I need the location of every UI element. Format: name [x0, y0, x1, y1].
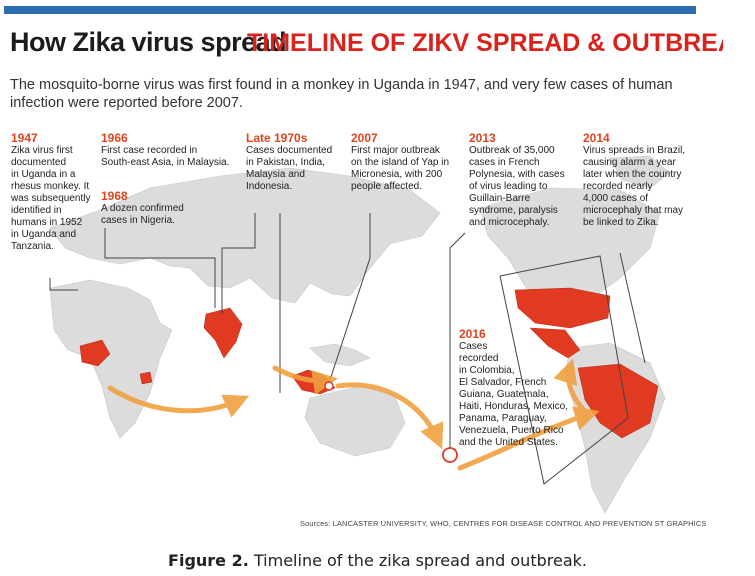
yap-marker	[324, 381, 334, 391]
annotation-2016: 2016 Cases recorded in Colombia, El Salv…	[459, 327, 574, 449]
caption-label: Figure 2.	[168, 551, 249, 570]
arrow-africa-asia	[107, 385, 250, 418]
annotation-line: rhesus monkey. It	[11, 181, 90, 192]
africa-landmass	[49, 279, 173, 439]
arrow-polynesia-brazil	[457, 406, 600, 471]
annotation-line: recorded	[459, 353, 499, 364]
year-label: Late 1970s	[246, 131, 308, 145]
annotation-line: Indonesia.	[246, 181, 293, 192]
annotation-1968: 1968 A dozen confirmed cases in Nigeria.	[101, 189, 211, 227]
annotation-2007: 2007 First major outbreak on the island …	[351, 131, 466, 193]
connector-1947	[49, 278, 78, 291]
annotation-line: Virus spreads in Brazil,	[583, 145, 686, 156]
annotation-line: and the United States.	[459, 437, 558, 448]
annotation-line: First major outbreak	[351, 145, 440, 156]
annotation-2014: 2014 Virus spreads in Brazil, causing al…	[583, 131, 695, 229]
annotation-line: Haiti, Honduras, Mexico,	[459, 401, 568, 412]
annotation-line: Venezuela, Puerto Rico	[459, 425, 564, 436]
annotation-line: of virus leading to	[469, 181, 548, 192]
annotation-line: Zika virus first	[11, 145, 73, 156]
annotation-line: Guiana, Guatemala,	[459, 389, 549, 400]
connector-2007	[327, 213, 371, 387]
annotation-line: Tanzania.	[11, 241, 54, 252]
annotation-line: in Colombia,	[459, 365, 515, 376]
caption-text: Timeline of the zika spread and outbreak…	[248, 551, 587, 570]
annotation-line: Malaysia and	[246, 169, 305, 180]
annotation-line: Panama, Paraguay,	[459, 413, 547, 424]
overlay-title: TIMELINE OF ZIKV SPREAD & OUTBREAI	[247, 29, 723, 57]
year-label: 2014	[583, 131, 610, 145]
year-label: 2016	[459, 327, 486, 341]
annotation-line: Guillain-Barre	[469, 193, 531, 204]
annotation-line: people affected.	[351, 181, 422, 192]
annotation-line: in Uganda in a	[11, 169, 76, 180]
annotation-line: A dozen confirmed	[101, 203, 184, 214]
annotation-line: on the island of Yap in	[351, 157, 450, 168]
annotation-line: in Pakistan, India,	[246, 157, 325, 168]
arrow-yap-polynesia	[335, 382, 444, 450]
annotation-line: later when the country	[583, 169, 682, 180]
annotation-line: 4,000 cases of	[583, 193, 649, 204]
top-accent-bar	[4, 6, 696, 14]
annotation-line: Cases documented	[246, 145, 333, 156]
annotation-line: First case recorded in	[101, 145, 198, 156]
annotation-1947: 1947 Zika virus first documented in Ugan…	[11, 131, 91, 253]
annotation-line: be linked to Zika.	[583, 217, 659, 228]
annotation-line: and microcephaly.	[469, 217, 550, 228]
annotation-2013: 2013 Outbreak of 35,000 cases in French …	[469, 131, 574, 229]
world-map	[49, 155, 671, 514]
connector-late-1970s	[221, 213, 256, 314]
annotation-line: Cases	[459, 341, 488, 352]
uganda-region	[139, 371, 153, 385]
year-label: 2007	[351, 131, 378, 145]
americas-bracket	[499, 255, 629, 485]
greenland-landmass	[609, 155, 671, 189]
infographic-title: How Zika virus spread	[10, 27, 287, 57]
annotation-late-1970s: Late 1970s Cases documented in Pakistan,…	[246, 131, 346, 193]
annotation-line: El Salvador, French	[459, 377, 547, 388]
arrow-asia-pacific	[272, 365, 338, 395]
annotation-line: recorded nearly	[583, 181, 653, 192]
intro-text: The mosquito-borne virus was first found…	[10, 77, 673, 111]
connector-2014	[619, 252, 646, 364]
eurasia-landmass	[49, 167, 441, 304]
figure-caption: Figure 2. Timeline of the zika spread an…	[0, 551, 755, 570]
annotation-line: South-east Asia, in Malaysia.	[101, 157, 230, 168]
annotation-line: microcephaly that may	[583, 205, 684, 216]
connector-2013	[449, 232, 466, 451]
connector-1966	[104, 228, 216, 308]
polynesia-marker	[442, 447, 458, 463]
se-asia-islands	[309, 343, 371, 367]
annotation-line: causing alarm a year	[583, 157, 676, 168]
annotation-line: identified in	[11, 205, 62, 216]
spread-arrows	[107, 358, 600, 471]
year-label: 1968	[101, 189, 128, 203]
year-label: 1966	[101, 131, 128, 145]
annotation-line: cases in French	[469, 157, 540, 168]
annotation-line: Polynesia, with cases	[469, 169, 565, 180]
annotation-line: cases in Nigeria.	[101, 215, 175, 226]
annotation-1966: 1966 First case recorded in South-east A…	[101, 131, 236, 169]
annotation-line: syndrome, paralysis	[469, 205, 558, 216]
india-pakistan-region	[203, 307, 243, 359]
arrow-brazil-north	[553, 358, 593, 419]
annotation-line: Outbreak of 35,000	[469, 145, 555, 156]
year-label: 1947	[11, 131, 38, 145]
annotation-line: documented	[11, 157, 67, 168]
year-label: 2013	[469, 131, 496, 145]
annotation-line: Micronesia, with 200	[351, 169, 443, 180]
connector-lines	[49, 213, 646, 485]
mexico-central-america-region	[529, 327, 581, 359]
annotation-line: humans in 1952	[11, 217, 83, 228]
australia-landmass	[304, 385, 406, 457]
annotation-line: was subsequently	[11, 193, 91, 204]
usa-region	[514, 287, 611, 329]
annotation-line: in Uganda and	[11, 229, 77, 240]
nigeria-region	[79, 339, 111, 367]
continents	[49, 155, 671, 514]
source-credit: Sources: LANCASTER UNIVERSITY, WHO, CENT…	[300, 519, 707, 528]
